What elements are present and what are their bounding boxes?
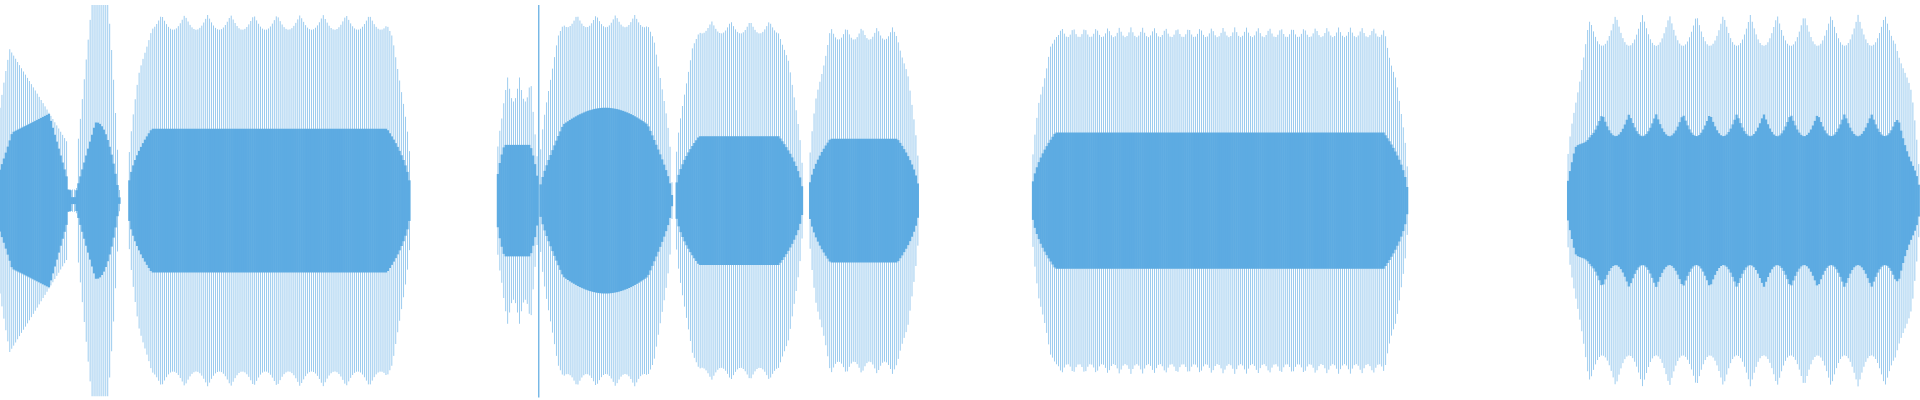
waveform-clips xyxy=(0,4,1920,397)
audio-clip xyxy=(496,77,539,324)
audio-clip xyxy=(0,4,121,397)
audio-clip xyxy=(809,27,919,374)
audio-clip xyxy=(1566,14,1920,387)
audio-clip xyxy=(539,14,674,387)
audio-clip xyxy=(128,14,411,387)
audio-clip xyxy=(1031,27,1409,374)
audio-clip xyxy=(675,21,804,380)
